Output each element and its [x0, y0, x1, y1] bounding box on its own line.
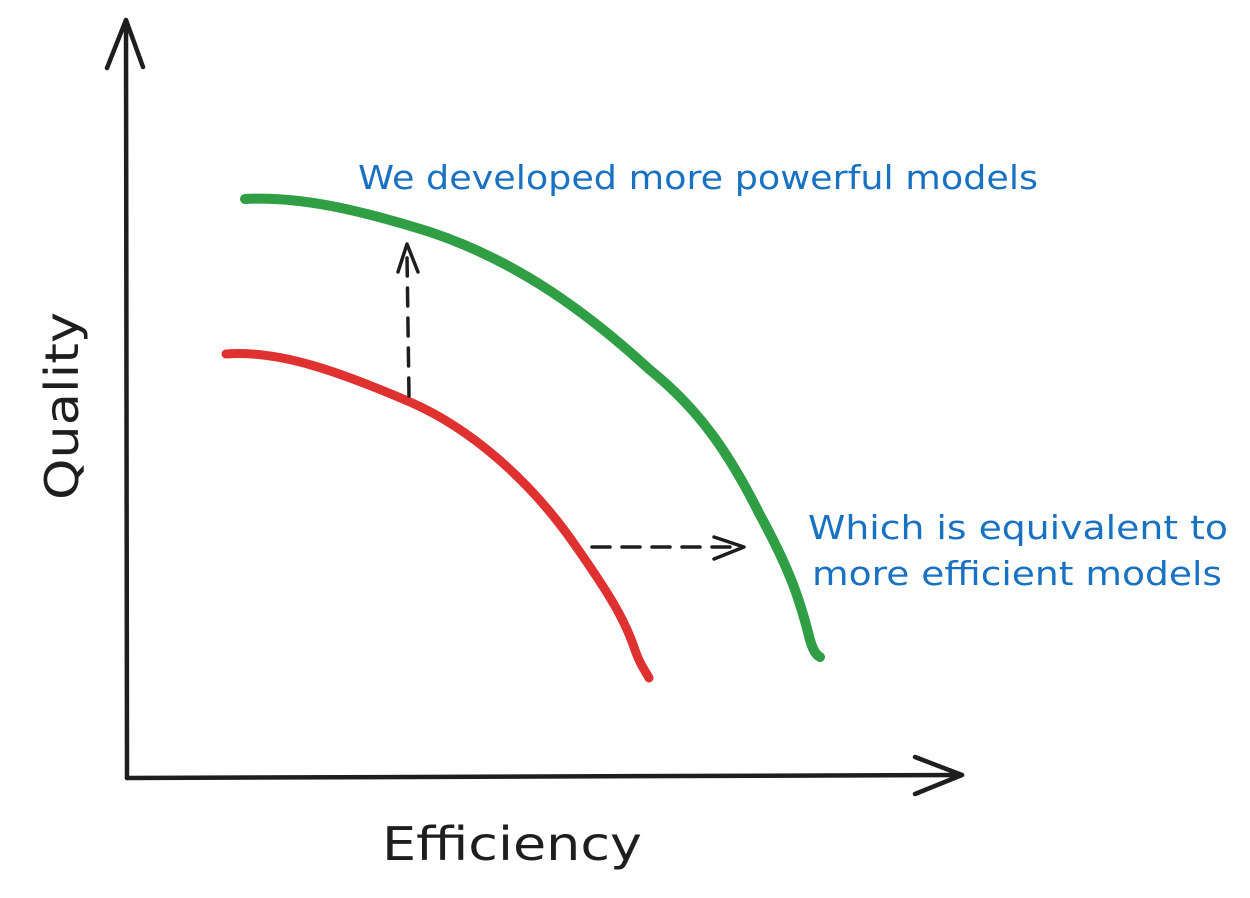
y-axis-label: Quality [35, 312, 89, 500]
side-annotation-line-2: more efficient models [812, 554, 1222, 593]
x-axis-arrowhead [912, 754, 965, 797]
x-axis-label: Efficiency [382, 817, 642, 871]
side-annotation-line-1: Which is equivalent to [808, 508, 1228, 547]
y-axis [123, 19, 130, 781]
efficiency-improvement-arrowhead [712, 535, 746, 561]
old-frontier-curve [221, 349, 654, 683]
new-frontier-curve [240, 193, 825, 662]
x-axis [124, 772, 965, 781]
top-annotation: We developed more powerful models [358, 158, 1038, 197]
quality-improvement-arrow-shaft [405, 253, 411, 398]
y-axis-arrowhead [104, 17, 146, 71]
quality-improvement-arrowhead [396, 242, 420, 274]
